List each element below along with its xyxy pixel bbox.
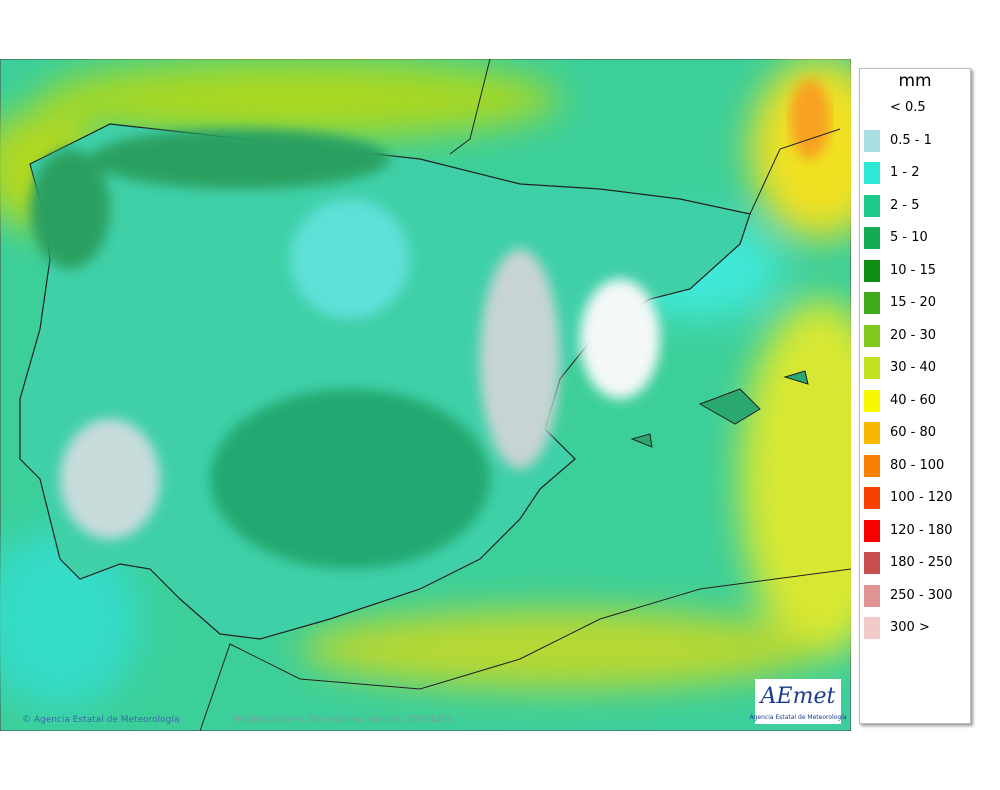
legend-label: 10 - 15 — [890, 262, 937, 278]
legend-title: mm — [898, 71, 932, 91]
legend-label: 15 - 20 — [890, 295, 937, 310]
legend-item: < 0.5 — [864, 97, 926, 119]
legend-swatch — [864, 162, 880, 184]
legend-label: 30 - 40 — [890, 360, 937, 375]
legend-swatch — [864, 357, 880, 379]
legend-item: 30 - 40 — [864, 357, 936, 379]
france-med-coast — [749, 128, 841, 215]
legend-item: 20 - 30 — [864, 324, 937, 347]
legend-item: 40 - 60 — [864, 389, 937, 412]
legend-label: 120 - 180 — [890, 522, 953, 538]
legend-item: 5 - 10 — [864, 227, 928, 249]
legend-item: 80 - 100 — [864, 454, 945, 477]
legend-item: 2 - 5 — [864, 194, 920, 217]
legend-label: 60 - 80 — [890, 425, 937, 440]
legend-swatch — [864, 422, 880, 444]
legend-item: 300 > — [864, 617, 930, 639]
legend-swatch — [864, 519, 880, 542]
legend-label: 40 - 60 — [890, 392, 937, 408]
menorca — [783, 370, 809, 385]
legend-item: 0.5 - 1 — [864, 129, 932, 152]
legend-item: 60 - 80 — [864, 422, 936, 444]
mallorca — [698, 388, 761, 425]
legend-label: 0.5 - 1 — [890, 132, 932, 148]
legend-label: 1 - 2 — [890, 165, 920, 180]
legend-label: 80 - 100 — [890, 457, 945, 473]
legend-swatch — [864, 194, 880, 217]
legend: mm < 0.5 0.5 - 1 1 - 2 2 - 5 5 - 10 10 - 15 15… — [859, 68, 971, 724]
legend-swatch — [864, 617, 880, 639]
legend-swatch — [864, 324, 880, 347]
legend-item: 250 - 300 — [864, 584, 953, 607]
map: AEmet Agencia Estatal de Meteorología © … — [0, 59, 851, 731]
legend-label: 2 - 5 — [890, 197, 920, 213]
legend-label: < 0.5 — [890, 100, 926, 115]
legend-label: 180 - 250 — [890, 555, 953, 570]
legend-swatch — [864, 584, 880, 607]
legend-item: 120 - 180 — [864, 519, 953, 542]
copyright-text: Agencia Estatal de Meteorología — [34, 715, 180, 725]
legend-item: 180 - 250 — [864, 552, 953, 574]
legend-item: 100 - 120 — [864, 487, 953, 509]
legend-swatch — [864, 97, 880, 119]
logo-name: AEmet — [759, 684, 836, 709]
precip-land — [30, 129, 660, 569]
africa-coast — [199, 568, 851, 731]
legend-swatch — [864, 259, 880, 282]
logo-subtitle: Agencia Estatal de Meteorología — [750, 714, 847, 721]
logo-box — [755, 679, 841, 724]
legend-item: 15 - 20 — [864, 292, 936, 314]
legend-swatch — [864, 227, 880, 249]
legend-label: 250 - 300 — [890, 587, 953, 603]
legend-swatch — [864, 552, 880, 574]
max-area — [790, 79, 830, 159]
ibiza — [630, 433, 653, 448]
legend-label: 20 - 30 — [890, 327, 937, 343]
caption: Precipitación en 24h máxima. Validez: 20… — [232, 714, 452, 725]
copyright: © Agencia Estatal de Meteorología — [22, 715, 179, 725]
legend-swatch — [864, 292, 880, 314]
legend-swatch — [864, 487, 880, 509]
legend-label: 300 > — [890, 620, 930, 635]
legend-item: 10 - 15 — [864, 259, 937, 282]
france-coast — [449, 59, 491, 155]
legend-swatch — [864, 129, 880, 152]
legend-label: 100 - 120 — [890, 490, 953, 505]
legend-item: 1 - 2 — [864, 162, 920, 184]
legend-swatch — [864, 454, 880, 477]
legend-label: 5 - 10 — [890, 230, 928, 245]
peninsula — [19, 123, 751, 640]
legend-swatch — [864, 389, 880, 412]
